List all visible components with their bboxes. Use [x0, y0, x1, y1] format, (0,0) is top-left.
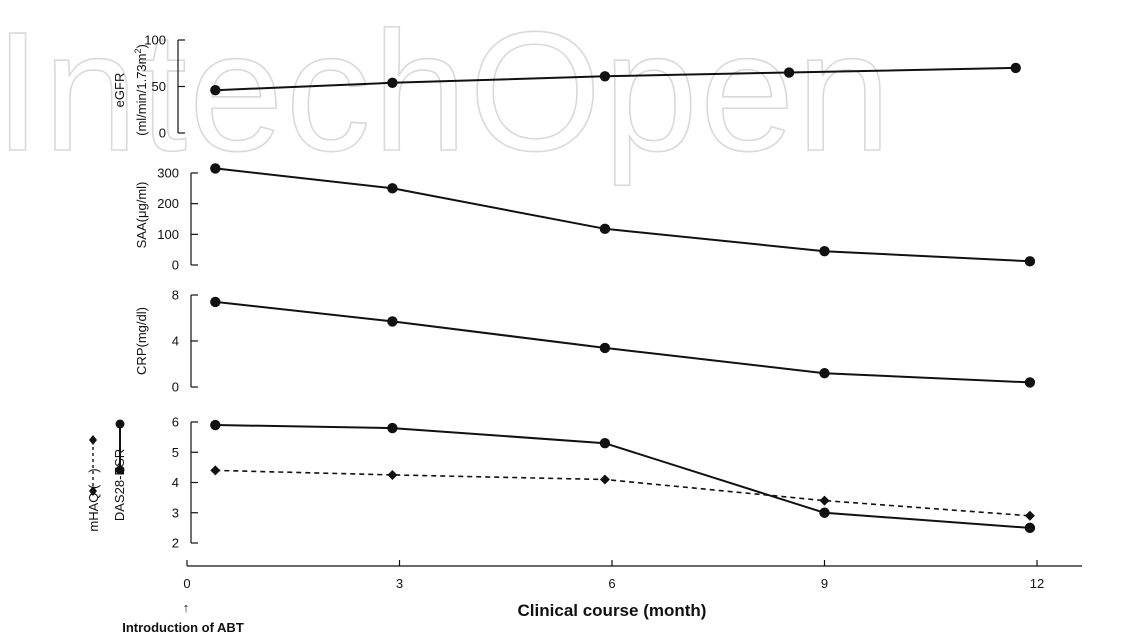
series-line-0 [215, 300, 1030, 384]
saa-ylabel: SAA(μg/ml) [134, 182, 149, 249]
data-point-circle [819, 368, 830, 379]
data-point-diamond [1024, 510, 1035, 521]
data-point-diamond [819, 495, 830, 506]
y-tick-label: 3 [172, 505, 179, 520]
series-line-0 [215, 424, 1030, 529]
y-tick-label: 0 [172, 380, 179, 395]
y-tick-label: 100 [144, 33, 166, 48]
y-tick-label: 8 [172, 288, 179, 303]
saa-panel: SAA(μg/ml) 0 100 200 300 [134, 163, 1036, 273]
data-point-circle [387, 77, 398, 88]
data-point-diamond [210, 465, 221, 476]
x-tick-label: 0 [183, 576, 190, 591]
data-point-circle [387, 183, 398, 194]
das-mhaq-plot: 2 3 4 5 6 [172, 415, 1036, 551]
y-tick-label: 5 [172, 445, 179, 460]
crp-ylabel: CRP(mg/dl) [134, 307, 149, 375]
y-tick-label: 4 [172, 334, 179, 349]
x-axis-title: Clinical course (month) [518, 601, 707, 620]
data-point-circle [599, 223, 611, 235]
data-point-circle [210, 163, 221, 174]
y-tick-label: 0 [159, 126, 166, 141]
abt-annotation: Introduction of ABT [122, 620, 244, 635]
data-point-circle [599, 437, 611, 449]
data-point-diamond [599, 474, 610, 485]
saa-plot: 0 100 200 300 [157, 163, 1036, 273]
data-point-circle [387, 422, 398, 434]
x-tick-label: 6 [608, 576, 615, 591]
x-tick-label: 9 [821, 576, 828, 591]
crp-plot: 0 4 8 [172, 288, 1036, 395]
data-point-circle [387, 316, 398, 327]
data-point-circle [783, 67, 795, 78]
y-tick-label: 6 [172, 415, 179, 430]
y-tick-label: 4 [172, 475, 179, 490]
egfr-ylabel: eGFR [112, 73, 127, 108]
data-point-circle [210, 296, 221, 308]
data-point-circle [1024, 377, 1036, 388]
data-point-diamond [387, 469, 398, 480]
mhaq-ylabel: mHAQ () [86, 468, 101, 531]
data-point-circle [210, 85, 221, 96]
watermark: IntechOpen [0, 0, 893, 187]
series-line-1 [215, 469, 1030, 517]
abt-arrow-icon: ↑ [183, 600, 190, 615]
x-tick-label: 3 [396, 576, 403, 591]
data-point-circle [599, 342, 611, 354]
y-tick-label: 0 [172, 258, 179, 273]
crp-panel: CRP(mg/dl) 0 4 8 [134, 288, 1036, 395]
egfr-ylabel-unit: (ml/min/1.73m2) [133, 44, 149, 136]
legend-mhaq-key [89, 435, 97, 496]
data-point-circle [1010, 62, 1021, 74]
data-point-circle [1024, 522, 1036, 534]
data-point-circle [819, 507, 830, 518]
y-tick-label: 2 [172, 536, 179, 551]
x-tick-label: 12 [1030, 576, 1044, 591]
y-tick-label: 100 [157, 227, 179, 242]
x-axis: 0 3 6 9 12 [183, 560, 1082, 591]
y-tick-label: 50 [152, 79, 166, 94]
y-tick-label: 200 [157, 196, 179, 211]
y-tick-label: 300 [157, 166, 179, 181]
egfr-plot: 0 50 100 [144, 33, 1021, 141]
data-point-circle [599, 71, 611, 82]
data-point-circle [210, 419, 221, 431]
data-point-circle [819, 246, 830, 257]
egfr-panel: eGFR (ml/min/1.73m2) 0 50 100 [112, 33, 1021, 141]
legend-das28-key [115, 419, 125, 475]
data-point-circle [1024, 256, 1036, 267]
